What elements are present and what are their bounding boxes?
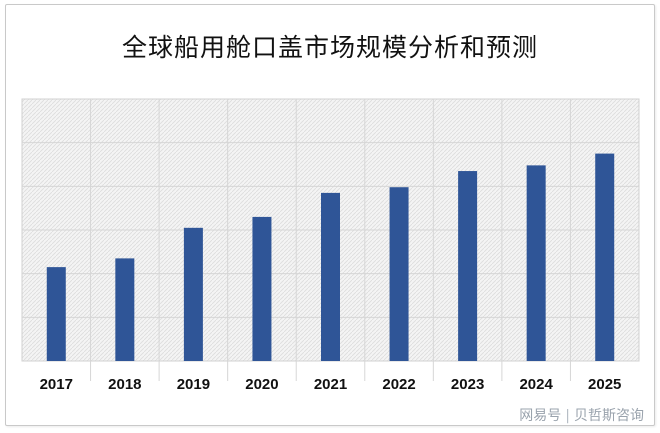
chart-title: 全球船用舱口盖市场规模分析和预测 — [121, 33, 538, 62]
x-tick-label-2025: 2025 — [588, 376, 621, 393]
bar-2017 — [46, 267, 66, 361]
x-tick-label-2019: 2019 — [177, 376, 210, 393]
bar-2018 — [115, 258, 135, 361]
x-tick-label-2017: 2017 — [40, 376, 73, 393]
watermark-brand: 贝哲斯咨询 — [574, 408, 644, 424]
watermark: 网易号 | 贝哲斯咨询 — [519, 408, 644, 424]
x-tick-label-2018: 2018 — [108, 376, 141, 393]
bar-2021 — [321, 192, 340, 361]
bar-series — [46, 153, 615, 361]
x-tick-label-2022: 2022 — [382, 376, 415, 393]
bar-2025 — [595, 153, 615, 361]
x-tick-label-2020: 2020 — [245, 376, 278, 393]
x-tick-label-2023: 2023 — [451, 376, 484, 393]
x-tick-label-2021: 2021 — [314, 376, 347, 393]
bar-2024 — [526, 165, 546, 361]
bar-2020 — [252, 216, 272, 361]
bar-2019 — [183, 227, 203, 361]
bar-2022 — [389, 187, 409, 361]
x-axis-tick-labels: 2017 2018 2019 2020 2021 2022 2023 2024 2025 — [40, 376, 622, 393]
watermark-source: 网易号 — [519, 408, 562, 424]
bar-2023 — [458, 171, 478, 361]
x-tick-label-2024: 2024 — [519, 376, 553, 393]
